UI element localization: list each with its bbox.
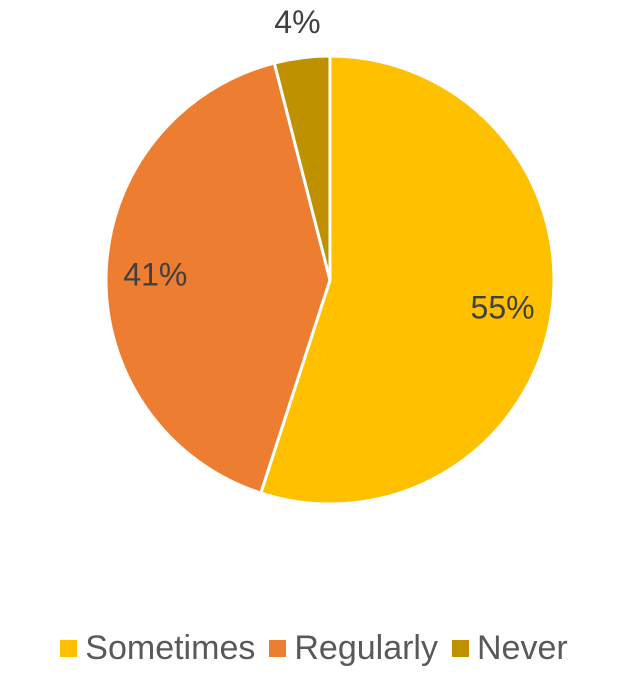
legend-label-regularly: Regularly	[294, 629, 438, 667]
pie-data-labels: 55% 41% 4%	[123, 4, 534, 325]
pie-slice-never	[272, 54, 332, 282]
pie-chart: 55% 41% 4%	[104, 4, 556, 506]
data-label-never: 4%	[274, 4, 320, 40]
legend-swatch-sometimes	[60, 639, 78, 657]
pie-slice-regularly	[104, 61, 332, 495]
legend-swatch-regularly	[269, 639, 287, 657]
legend-item-regularly: Regularly	[269, 631, 438, 665]
pie-slices	[104, 54, 556, 506]
legend-item-sometimes: Sometimes	[60, 631, 255, 665]
pie-slice-sometimes	[259, 54, 556, 506]
data-label-sometimes: 55%	[471, 289, 535, 325]
chart-legend: Sometimes Regularly Never	[0, 626, 628, 670]
legend-item-never: Never	[451, 629, 568, 667]
legend-label-never: Never	[476, 629, 568, 667]
legend-label-sometimes: Sometimes	[85, 629, 256, 667]
legend-swatch-never	[451, 639, 469, 657]
data-label-regularly: 41%	[123, 257, 187, 293]
